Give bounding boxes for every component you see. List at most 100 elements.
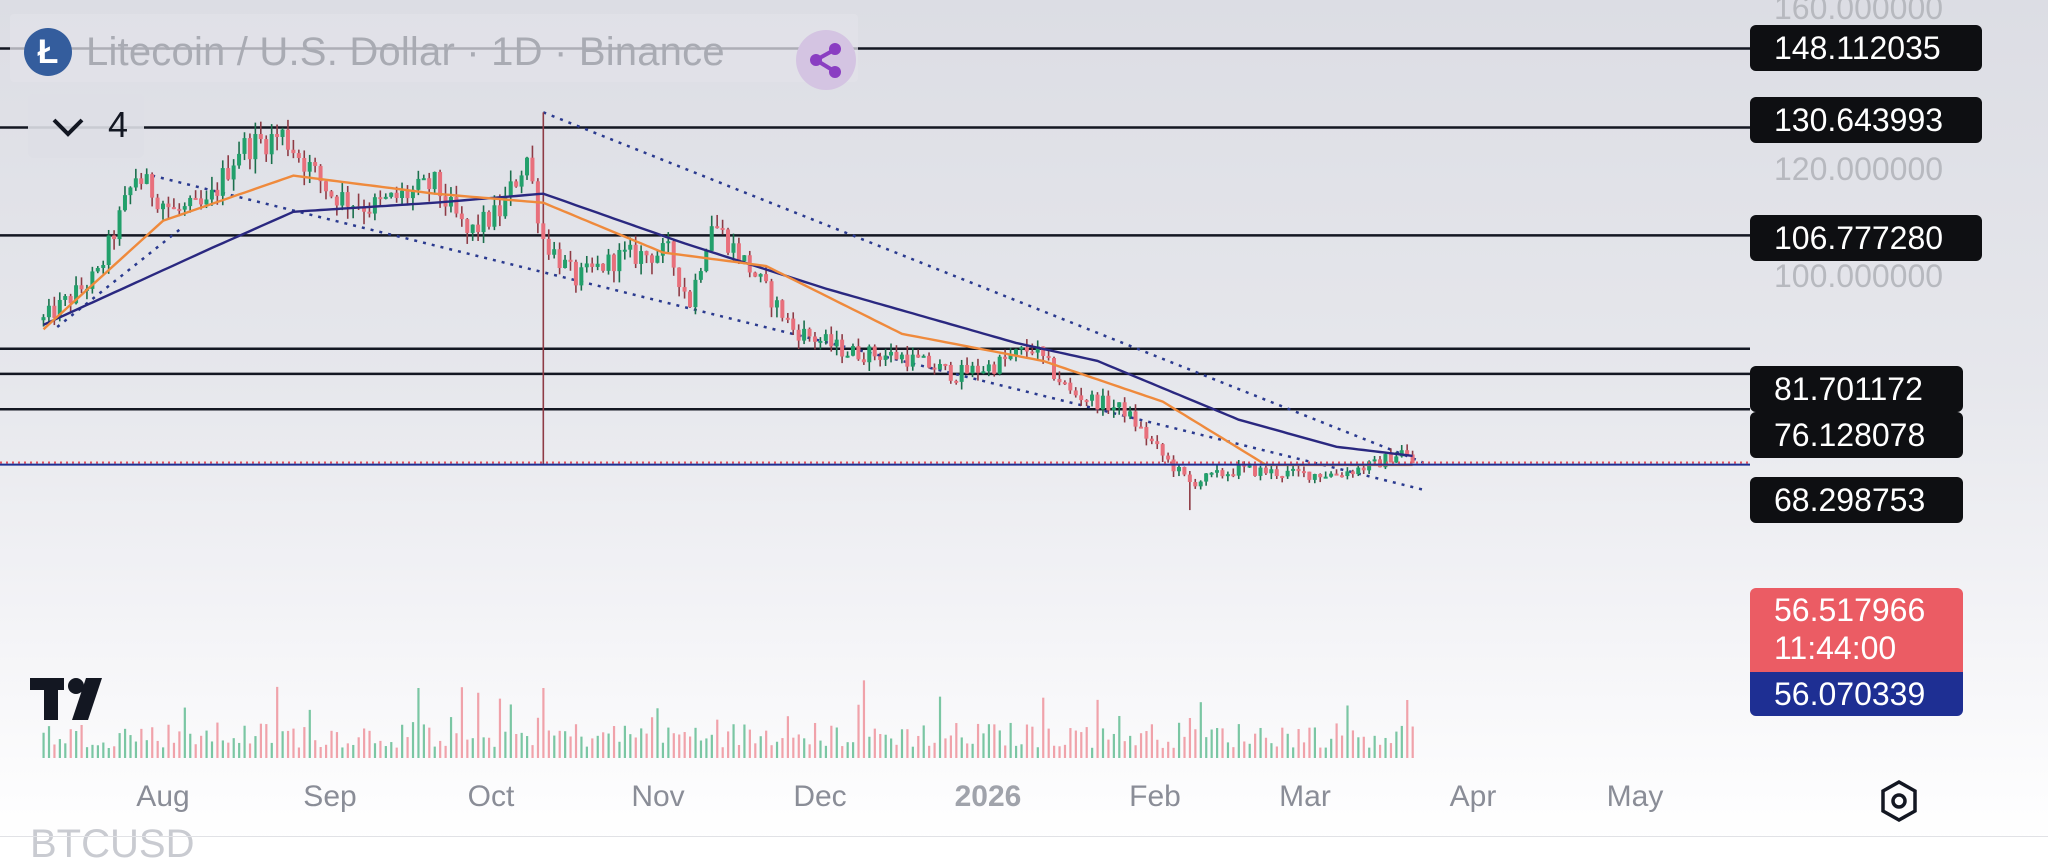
volume-bar — [813, 722, 817, 758]
candle-body — [41, 317, 46, 321]
candle-body — [1318, 474, 1323, 478]
volume-bar — [335, 732, 339, 758]
candle-body — [1236, 464, 1241, 476]
volume-bar — [536, 717, 540, 758]
volume-bar — [933, 742, 936, 758]
candle-body — [155, 197, 160, 210]
indicators-collapse-button[interactable]: 4 — [28, 94, 144, 158]
candle-body — [63, 296, 68, 300]
volume-bar — [574, 724, 578, 758]
x-axis-label: Feb — [1129, 780, 1181, 813]
volume-bar — [596, 735, 599, 758]
candle-body — [1405, 450, 1410, 455]
volume-bar — [689, 736, 692, 758]
candle-body — [470, 224, 475, 233]
volume-bar — [547, 730, 550, 758]
volume-bar — [618, 741, 621, 758]
volume-bar — [248, 743, 252, 758]
volume-bar — [303, 727, 306, 758]
candle-body — [476, 224, 481, 233]
candle-body — [1090, 394, 1095, 401]
candle-body — [986, 364, 991, 372]
volume-bar — [1150, 724, 1154, 758]
volume-bar — [564, 731, 567, 758]
candle-body — [1280, 476, 1285, 479]
candle-body — [199, 198, 204, 205]
candle-body — [1231, 474, 1236, 477]
candle-body — [1399, 450, 1404, 457]
volume-bar — [1107, 739, 1110, 758]
candle-body — [1220, 470, 1225, 477]
candle-body — [269, 134, 274, 155]
candle-body — [1258, 467, 1263, 476]
volume-bar — [123, 728, 127, 758]
candle-body — [220, 168, 225, 196]
volume-bar — [1085, 727, 1088, 758]
volume-bar — [569, 736, 572, 758]
volume-bar — [1275, 746, 1278, 758]
volume-bar — [1264, 737, 1268, 758]
volume-bar — [482, 737, 485, 758]
candle-body — [1253, 465, 1258, 476]
candle-body — [921, 355, 926, 358]
candle-body — [177, 208, 182, 211]
symbol-title[interactable]: Litecoin / U.S. Dollar · 1D · Binance — [86, 30, 725, 74]
volume-bar — [189, 733, 192, 758]
volume-bar — [183, 707, 186, 758]
candle-body — [1215, 470, 1220, 473]
volume-bar — [558, 730, 561, 758]
volume-bar — [439, 740, 442, 758]
volume-bar — [346, 743, 349, 758]
candle-body — [416, 178, 421, 190]
candle-body — [584, 263, 589, 268]
volume-bar — [971, 743, 974, 758]
symbol-legend[interactable]: Ł Litecoin / U.S. Dollar · 1D · Binance — [10, 14, 858, 90]
volume-bar — [1156, 739, 1159, 758]
candle-body — [742, 255, 747, 262]
volume-bar — [634, 737, 637, 758]
volume-bar — [422, 724, 425, 758]
chart-settings-icon[interactable] — [1876, 778, 1922, 824]
volume-bar — [797, 734, 800, 758]
price-scale-label: 160.000000 — [1774, 0, 1944, 26]
candle-body — [1019, 347, 1024, 350]
volume-bar — [1123, 741, 1126, 758]
volume-bar — [449, 717, 453, 758]
candle-body — [601, 263, 606, 271]
share-button[interactable] — [796, 30, 856, 90]
level-price-label: 68.298753 — [1750, 477, 1963, 523]
candle-body — [807, 328, 812, 337]
volume-bar — [401, 724, 404, 758]
volume-bar — [319, 747, 322, 758]
volume-bar — [612, 726, 616, 758]
candle-body — [459, 213, 464, 220]
candle-body — [1307, 471, 1312, 480]
candle-body — [258, 134, 263, 140]
indicator-count: 4 — [108, 104, 129, 145]
candle-body — [438, 171, 443, 197]
candle-body — [410, 189, 415, 199]
price-chart[interactable] — [0, 0, 2048, 842]
candle-body — [530, 157, 535, 182]
volume-bar — [949, 735, 952, 758]
volume-bar — [765, 730, 768, 758]
volume-bar — [672, 733, 675, 758]
candle-body — [122, 195, 127, 211]
candle-body — [1323, 476, 1328, 479]
volume-bar — [770, 745, 773, 758]
volume-bar — [42, 732, 45, 758]
level-price-label: 81.701172 — [1750, 366, 1963, 412]
volume-bar — [286, 730, 290, 758]
candle-body — [1204, 473, 1209, 482]
candle-body — [698, 271, 703, 280]
channel-trendline — [151, 174, 1424, 491]
volume-bar — [1194, 729, 1197, 758]
candle-body — [883, 355, 888, 360]
candle-body — [1339, 475, 1344, 478]
candle-body — [1144, 427, 1149, 439]
candle-body — [144, 174, 149, 184]
volume-bar — [841, 746, 844, 758]
candle-body — [101, 265, 106, 268]
volume-bar — [167, 724, 170, 758]
volume-bar — [623, 725, 627, 758]
